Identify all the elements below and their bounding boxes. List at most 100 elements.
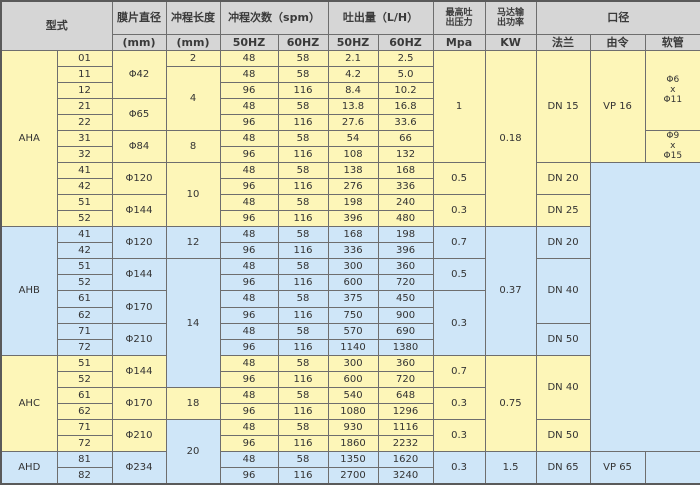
table-row: AHB 41 Φ120 12 48 58 168 198 0.7 0.37 DN 20 — [0, 226, 700, 356]
stroke-length-cell: 10 — [165, 161, 221, 228]
flow-50hz-cell: 4.2 — [327, 65, 379, 83]
flow-60hz-cell: 2232 — [377, 434, 434, 453]
flow-50hz-cell: 8.4 — [327, 81, 379, 99]
spm-60hz-cell: 58 — [277, 258, 329, 276]
table-row: 42 96 116 276 336 — [1, 177, 700, 196]
max-pressure-cell: 0.3 — [432, 386, 486, 420]
diaphragm-cell: Φ120 — [111, 161, 167, 196]
series-cell: AHC — [0, 354, 58, 453]
model-number-cell: 82 — [56, 467, 113, 485]
flow-60hz-cell: 690 — [377, 322, 434, 340]
flow-60hz-cell: 720 — [377, 370, 434, 388]
diaphragm-cell: Φ234 — [111, 451, 167, 485]
model-number-cell: 31 — [56, 129, 113, 147]
table-row: 52 96 116 600 720 — [1, 370, 700, 388]
max-pressure-cell: 0.7 — [432, 354, 486, 388]
flow-60hz-cell: 1296 — [377, 402, 434, 420]
flow-50hz-cell: 1080 — [327, 402, 379, 420]
header-flow-50hz: 50HZ — [327, 33, 379, 51]
flow-60hz-cell: 3240 — [377, 467, 434, 485]
flow-60hz-cell: 5.0 — [377, 65, 434, 83]
spm-60hz-cell: 58 — [277, 49, 329, 67]
motor-power-cell: 0.37 — [484, 226, 537, 356]
model-number-cell: 21 — [56, 97, 113, 115]
model-number-cell: 71 — [56, 418, 113, 437]
spm-50hz-cell: 48 — [219, 386, 279, 404]
flow-60hz-cell: 360 — [377, 354, 434, 372]
diaphragm-cell: Φ170 — [111, 386, 167, 420]
header-flange: 法兰 — [535, 33, 591, 51]
motor-power-cell: 0.75 — [484, 354, 537, 453]
table-row: 41 Φ120 10 48 58 138 168 0.5 DN 20 — [1, 161, 700, 453]
flow-50hz-cell: 600 — [327, 274, 379, 292]
flow-50hz-cell: 54 — [327, 129, 379, 147]
spm-50hz-cell: 48 — [219, 290, 279, 308]
diaphragm-cell: Φ144 — [111, 354, 167, 388]
table-row: 62 96 116 750 900 — [1, 306, 700, 324]
model-number-cell: 41 — [56, 226, 113, 244]
flow-60hz-cell: 900 — [377, 306, 434, 324]
flow-50hz-cell: 276 — [327, 177, 379, 196]
flow-60hz-cell: 1116 — [377, 418, 434, 437]
max-pressure-cell: 0.5 — [432, 258, 486, 292]
model-number-cell: 11 — [56, 65, 113, 83]
spm-60hz-cell: 58 — [277, 354, 329, 372]
spm-50hz-cell: 96 — [219, 338, 279, 356]
max-pressure-cell: 0.3 — [432, 290, 486, 356]
flow-60hz-cell: 198 — [377, 226, 434, 244]
series-cell: AHB — [0, 226, 58, 356]
flow-60hz-cell: 168 — [377, 161, 434, 180]
spm-50hz-cell: 48 — [219, 226, 279, 244]
hose-size-text: x — [670, 85, 676, 96]
flow-50hz-cell: 108 — [327, 145, 379, 163]
model-number-cell: 62 — [56, 402, 113, 420]
spm-60hz-cell: 116 — [277, 467, 329, 485]
max-pressure-cell: 0.3 — [432, 451, 486, 485]
spm-50hz-cell: 96 — [219, 274, 279, 292]
diaphragm-cell: Φ144 — [111, 258, 167, 292]
spm-60hz-cell: 116 — [277, 306, 329, 324]
flow-50hz-cell: 600 — [327, 370, 379, 388]
stroke-length-cell: 14 — [165, 258, 221, 388]
header-spm-50hz: 50HZ — [219, 33, 279, 51]
spm-60hz-cell: 116 — [277, 177, 329, 196]
flow-50hz-cell: 750 — [327, 306, 379, 324]
model-number-cell: 41 — [56, 161, 113, 180]
table-row: 72 96 116 1860 2232 — [1, 434, 700, 453]
flow-50hz-cell: 2700 — [327, 467, 379, 485]
table-row: 22 96 116 27.6 33.6 — [1, 113, 700, 131]
flow-60hz-cell: 2.5 — [377, 49, 434, 67]
model-number-cell: 52 — [56, 274, 113, 292]
table-row: 12 96 116 8.4 10.2 — [1, 81, 700, 99]
hose-size-text: Φ11 — [663, 95, 683, 106]
union-cell: VP 65 — [589, 451, 646, 485]
diaphragm-cell: Φ210 — [111, 322, 167, 356]
spm-60hz-cell: 116 — [277, 81, 329, 99]
model-number-cell: 42 — [56, 242, 113, 260]
flange-cell: DN 20 — [535, 226, 591, 260]
table-row: 31 Φ84 8 48 58 54 66 Φ9 x Φ15 — [1, 129, 700, 163]
spm-60hz-cell: 116 — [277, 434, 329, 453]
flange-cell: DN 40 — [535, 354, 591, 420]
flow-60hz-cell: 66 — [377, 129, 434, 147]
flow-50hz-cell: 300 — [327, 354, 379, 372]
spm-60hz-cell: 116 — [277, 113, 329, 131]
spm-60hz-cell: 116 — [277, 242, 329, 260]
spm-60hz-cell: 58 — [277, 386, 329, 404]
header-spm-60hz: 60HZ — [277, 33, 329, 51]
model-number-cell: 61 — [56, 386, 113, 404]
spm-50hz-cell: 96 — [219, 113, 279, 131]
flow-50hz-cell: 540 — [327, 386, 379, 404]
spm-50hz-cell: 96 — [219, 402, 279, 420]
model-number-cell: 62 — [56, 306, 113, 324]
empty-port-cell — [589, 161, 700, 453]
flow-50hz-cell: 198 — [327, 194, 379, 212]
header-model: 型式 — [0, 0, 113, 51]
flow-60hz-cell: 480 — [377, 210, 434, 228]
model-number-cell: 22 — [56, 113, 113, 131]
flow-50hz-cell: 13.8 — [327, 97, 379, 115]
spm-60hz-cell: 116 — [277, 274, 329, 292]
motor-power-cell: 0.18 — [484, 49, 537, 228]
model-number-cell: 51 — [56, 354, 113, 372]
